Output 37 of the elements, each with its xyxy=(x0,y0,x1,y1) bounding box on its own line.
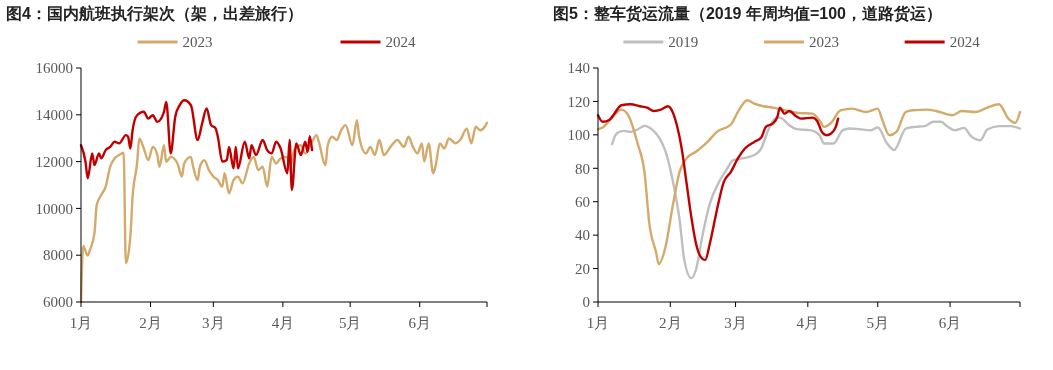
legend-label: 2024 xyxy=(949,34,981,51)
y-tick-label: 16000 xyxy=(35,60,73,77)
line-series xyxy=(610,116,1022,280)
y-tick-label: 120 xyxy=(567,93,590,110)
y-tick-label: 40 xyxy=(575,227,590,244)
x-tick-label: 2月 xyxy=(139,315,162,331)
y-tick-label: 14000 xyxy=(35,107,73,124)
y-tick-label: 8000 xyxy=(43,247,73,264)
x-tick-label: 6月 xyxy=(938,315,962,331)
x-tick-label: 5月 xyxy=(866,315,890,331)
x-tick-label: 3月 xyxy=(724,315,747,331)
line-series xyxy=(596,103,840,262)
chart-title: 图5：整车货运流量（2019 年周均值=100，道路货运） xyxy=(553,4,942,23)
y-tick-label: 6000 xyxy=(43,294,73,311)
x-tick-label: 2月 xyxy=(659,315,682,331)
legend-label: 2019 xyxy=(668,34,699,51)
y-tick-label: 0 xyxy=(582,294,590,311)
x-tick-label: 4月 xyxy=(796,315,820,331)
x-tick-label: 3月 xyxy=(202,315,225,331)
y-tick-label: 140 xyxy=(567,60,590,77)
y-tick-label: 20 xyxy=(575,260,590,277)
legend-label: 2023 xyxy=(809,34,839,51)
y-tick-label: 10000 xyxy=(35,200,73,217)
y-tick-label: 12000 xyxy=(35,153,73,170)
y-tick-label: 60 xyxy=(575,193,590,210)
x-tick-label: 1月 xyxy=(586,315,610,331)
x-tick-label: 4月 xyxy=(271,315,295,331)
x-tick-label: 1月 xyxy=(69,315,93,331)
x-tick-label: 5月 xyxy=(338,315,362,331)
chart-title: 图4：国内航班执行架次（架，出差旅行） xyxy=(6,5,303,23)
x-tick-label: 6月 xyxy=(408,315,431,331)
line-series xyxy=(79,99,314,192)
y-tick-label: 100 xyxy=(567,127,590,144)
y-tick-label: 80 xyxy=(575,160,590,177)
line-series xyxy=(596,99,1022,266)
legend-label: 2023 xyxy=(182,34,213,51)
legend-label: 2024 xyxy=(385,34,416,51)
